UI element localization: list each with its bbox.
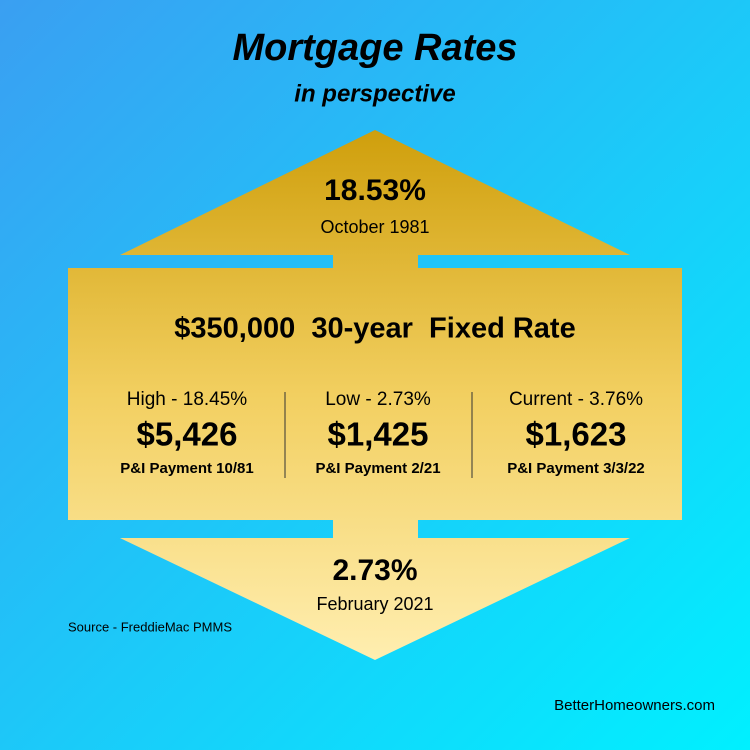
- column-label: Current - 3.76%: [509, 389, 643, 410]
- column-note: P&I Payment 3/3/22: [507, 460, 645, 477]
- column-note: P&I Payment 10/81: [120, 460, 253, 477]
- column-payment: $1,425: [328, 416, 429, 453]
- source: Source - FreddieMac PMMS: [68, 619, 232, 634]
- high-date: October 1981: [320, 217, 429, 237]
- footer: BetterHomeowners.com: [554, 697, 715, 714]
- panel-heading: $350,000 30-year Fixed Rate: [174, 313, 575, 345]
- low-rate: 2.73%: [332, 554, 417, 587]
- column-label: Low - 2.73%: [325, 389, 431, 410]
- column-payment: $5,426: [137, 416, 238, 453]
- column-note: P&I Payment 2/21: [315, 460, 440, 477]
- low-date: February 2021: [316, 594, 433, 614]
- title: Mortgage Rates: [232, 27, 517, 69]
- column-label: High - 18.45%: [127, 389, 248, 410]
- column-payment: $1,623: [526, 416, 627, 453]
- arrow-shape: [68, 130, 682, 660]
- high-rate: 18.53%: [324, 174, 426, 207]
- subtitle: in perspective: [294, 80, 455, 107]
